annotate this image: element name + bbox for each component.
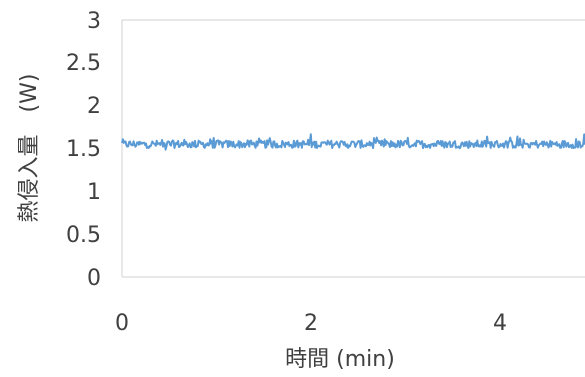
x-tick-labels: 0 2 4 [115, 311, 507, 336]
y-axis-title: 熱侵入量 (W) [17, 74, 42, 223]
y-tick-label: 0 [87, 266, 101, 291]
y-tick-label: 1 [87, 180, 101, 205]
x-tick-label: 0 [115, 311, 129, 336]
x-tick-label: 2 [304, 311, 318, 336]
y-tick-label: 1.5 [66, 137, 101, 162]
y-tick-labels: 0 0.5 1 1.5 2 2.5 3 [66, 9, 101, 291]
x-axis-title: 時間 (min) [285, 347, 395, 372]
x-tick-label: 4 [493, 311, 507, 336]
y-tick-label: 2 [87, 94, 101, 119]
y-tick-label: 3 [87, 9, 101, 34]
y-tick-label: 2.5 [66, 51, 101, 76]
series-line [121, 133, 585, 151]
y-tick-label: 0.5 [66, 223, 101, 248]
